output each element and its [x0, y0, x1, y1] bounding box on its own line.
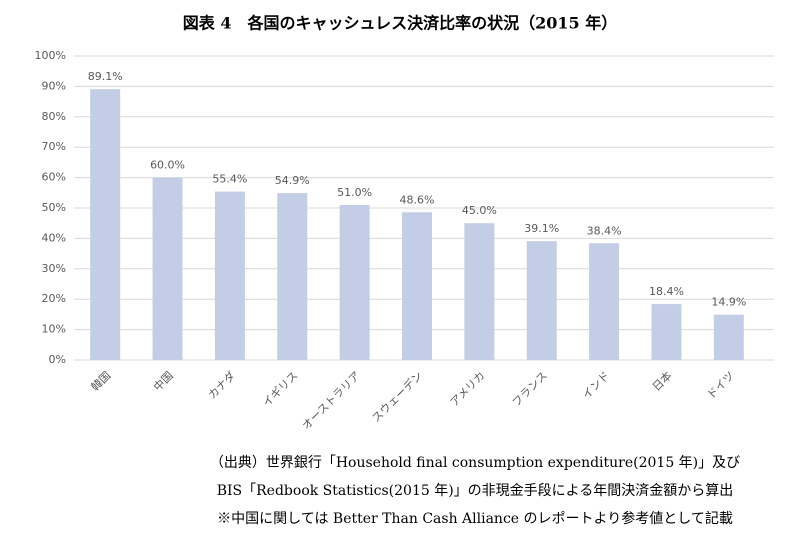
x-tick-label: インド	[580, 369, 613, 402]
data-label: 39.1%	[524, 222, 559, 235]
x-tick-label: スウェーデン	[369, 368, 426, 425]
data-label: 48.6%	[400, 193, 435, 206]
data-label: 54.9%	[275, 174, 310, 187]
x-tick-label: イギリス	[260, 369, 300, 409]
y-tick-label: 40%	[42, 231, 66, 244]
data-label: 60.0%	[150, 159, 185, 172]
y-tick-label: 0%	[49, 353, 66, 366]
y-tick-label: 30%	[42, 262, 66, 275]
bar	[713, 314, 744, 360]
x-tick-label: 日本	[649, 368, 674, 393]
bar	[651, 304, 682, 360]
data-label: 51.0%	[337, 186, 372, 199]
data-label: 45.0%	[462, 204, 497, 217]
bar	[339, 204, 370, 360]
data-label: 38.4%	[587, 224, 622, 237]
y-tick-label: 20%	[42, 292, 66, 305]
bar	[277, 193, 308, 360]
source-note: （出典）世界銀行「Household final consumption exp…	[210, 455, 740, 471]
x-tick-label: ドイツ	[705, 369, 738, 402]
bar	[464, 223, 495, 360]
source-note: BIS「Redbook Statistics(2015 年)」の非現金手段による…	[217, 483, 734, 499]
bar	[152, 177, 183, 360]
chart-title: 図表 4 各国のキャッシュレス決済比率の状況（2015 年）	[183, 14, 618, 33]
bar	[214, 191, 245, 360]
y-tick-label: 60%	[42, 171, 66, 184]
bar	[402, 212, 432, 360]
bar	[90, 89, 121, 361]
bar	[526, 241, 557, 360]
y-tick-label: 100%	[35, 49, 66, 62]
y-tick-label: 70%	[42, 140, 66, 153]
y-tick-label: 10%	[42, 323, 66, 336]
x-tick-label: 中国	[151, 369, 176, 394]
x-tick-label: 韓国	[89, 369, 114, 394]
x-tick-label: フランス	[510, 369, 550, 409]
x-tick-label: カナダ	[205, 368, 238, 401]
y-tick-label: 80%	[42, 110, 66, 123]
y-tick-label: 90%	[42, 79, 66, 92]
data-label: 18.4%	[649, 285, 684, 298]
x-tick-label: オーストラリア	[300, 369, 363, 432]
source-note: ※中国に関しては Better Than Cash Alliance のレポート…	[217, 510, 733, 527]
bar	[589, 243, 620, 360]
x-tick-label: アメリカ	[448, 369, 488, 409]
y-tick-label: 50%	[42, 201, 66, 214]
data-label: 89.1%	[88, 70, 123, 83]
data-label: 14.9%	[711, 296, 746, 309]
data-label: 55.4%	[212, 173, 247, 186]
